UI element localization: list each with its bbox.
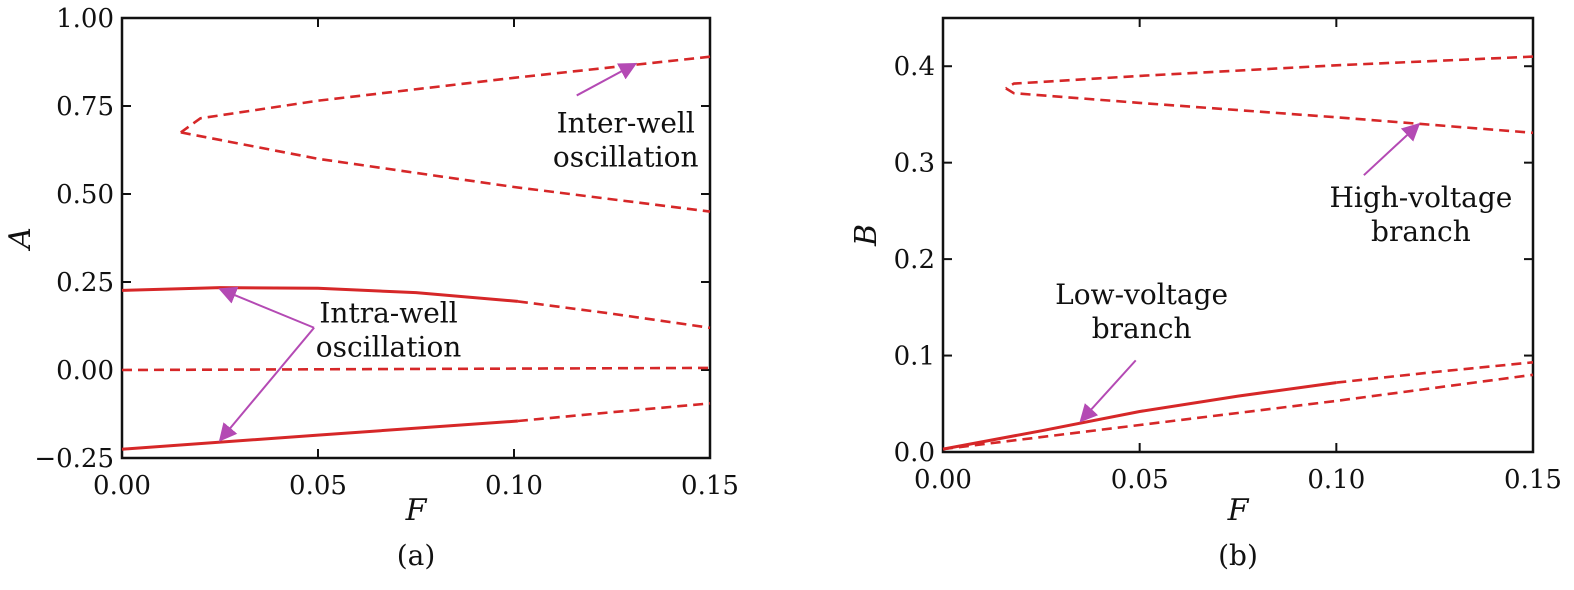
y-tick-label: 0.2 — [894, 245, 935, 275]
panel-b: 0.00 0.05 0.10 0.15 0.0 0.1 0.2 0.3 0.4 F B (b) High… — [849, 16, 1562, 572]
x-tick-label: 0.05 — [1111, 465, 1169, 495]
x-tick-label: 0.10 — [485, 471, 543, 501]
annotation-label: High-voltage — [1329, 181, 1512, 214]
panel-label: (a) — [397, 539, 436, 572]
annotation-arrow — [1363, 122, 1421, 176]
x-axis-label: F — [1227, 493, 1250, 528]
x-tick-label: 0.00 — [93, 471, 151, 501]
x-tick-label: 0.00 — [914, 465, 972, 495]
unstable-branch-line — [942, 373, 1534, 451]
annotation-label: Inter-well — [557, 106, 695, 139]
y-tick-label: 0.00 — [56, 356, 114, 386]
panel-a: 0.00 0.05 0.10 0.15−0.250.000.250.500.751.0… — [3, 4, 739, 572]
annotation-arrow — [1079, 359, 1137, 423]
x-tick-label: 0.10 — [1307, 465, 1365, 495]
annotation-label: Low-voltage — [1055, 278, 1228, 311]
plot-frame — [120, 16, 712, 460]
unstable-branch-line — [1005, 55, 1534, 90]
y-tick-label: 1.00 — [56, 4, 114, 34]
annotation-label: oscillation — [316, 331, 462, 364]
unstable-branch-line — [180, 131, 711, 213]
unstable-branch-line — [1005, 87, 1534, 135]
panel-label: (b) — [1218, 539, 1258, 572]
y-tick-label: 0.4 — [894, 52, 935, 82]
annotation-label: Intra-well — [319, 297, 457, 330]
x-axis-label: F — [405, 493, 428, 528]
annotation-label: branch — [1371, 215, 1471, 248]
y-tick-label: 0.0 — [894, 438, 935, 468]
plot-frame — [941, 16, 1535, 454]
y-tick-label: 0.3 — [894, 149, 935, 179]
x-tick-label: 0.15 — [681, 471, 739, 501]
y-tick-label: 0.25 — [56, 268, 114, 298]
stable-branch-line — [121, 419, 519, 451]
y-axis-label: A — [3, 227, 38, 252]
y-tick-label: 0.75 — [56, 92, 114, 122]
y-tick-label: 0.1 — [894, 342, 935, 372]
stable-branch-line — [942, 381, 1337, 451]
stable-branch-line — [121, 286, 519, 303]
y-tick-label: 0.50 — [56, 180, 114, 210]
annotation-arrow — [576, 62, 638, 97]
unstable-branch-line — [121, 366, 711, 372]
annotation-arrow — [218, 286, 315, 329]
y-axis-label: B — [849, 224, 884, 247]
unstable-branch-line — [517, 402, 711, 423]
annotation-label: oscillation — [553, 140, 699, 173]
unstable-branch-line — [1336, 361, 1534, 384]
unstable-branch-line — [180, 55, 711, 134]
annotation-label: branch — [1092, 312, 1192, 345]
annotation-arrow — [218, 327, 315, 442]
x-tick-label: 0.05 — [289, 471, 347, 501]
x-tick-label: 0.15 — [1504, 465, 1562, 495]
unstable-branch-line — [517, 300, 711, 330]
y-tick-label: −0.25 — [34, 444, 114, 474]
